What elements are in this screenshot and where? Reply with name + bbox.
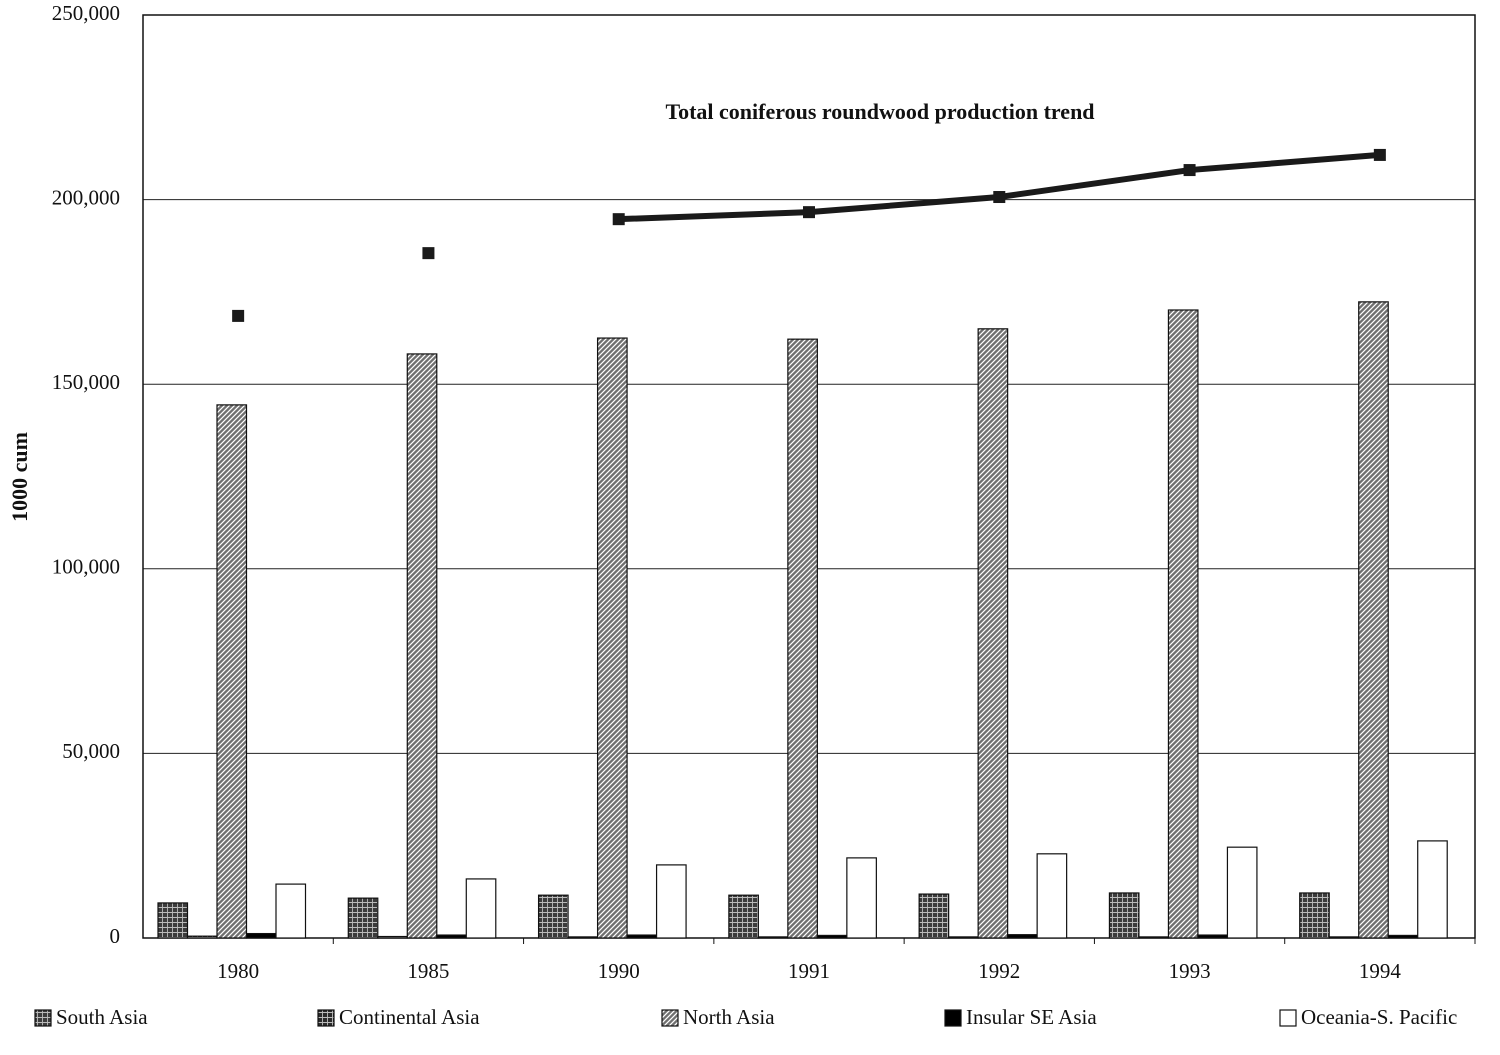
bar	[1167, 309, 1199, 939]
y-tick-label: 0	[110, 924, 121, 948]
bar	[1007, 934, 1038, 939]
bar	[186, 935, 218, 939]
x-tick-label: 1980	[217, 959, 259, 983]
bar	[245, 932, 277, 939]
trend-annotation: Total coniferous roundwood production tr…	[665, 99, 1094, 124]
y-tick-label: 200,000	[52, 185, 120, 209]
bar	[596, 337, 628, 939]
x-tick-label: 1994	[1359, 959, 1402, 983]
bar	[567, 936, 599, 939]
bar	[1138, 936, 1170, 939]
bar	[465, 878, 497, 939]
bar	[1197, 934, 1229, 939]
legend-swatch	[34, 1009, 52, 1027]
x-tick-label: 1993	[1169, 959, 1211, 983]
trend-marker	[232, 309, 245, 322]
x-tick-label: 1985	[407, 959, 449, 983]
bar	[377, 935, 408, 939]
x-tick-label: 1991	[788, 959, 830, 983]
bar	[655, 864, 687, 939]
bar	[846, 857, 877, 939]
bar	[436, 934, 467, 939]
bar	[1226, 846, 1258, 939]
bar	[1417, 840, 1448, 939]
trend-marker	[422, 247, 435, 260]
bar	[977, 328, 1009, 939]
bar	[626, 934, 658, 939]
legend-swatch	[317, 1009, 335, 1027]
bar	[948, 936, 979, 939]
x-tick-label: 1990	[598, 959, 640, 983]
trend-line	[618, 151, 1381, 223]
bar	[1328, 936, 1360, 939]
bar	[1387, 934, 1419, 939]
trend-marker	[993, 191, 1006, 204]
bar	[1036, 853, 1068, 939]
y-tick-label: 100,000	[52, 555, 120, 579]
y-axis-label: 1000 cum	[7, 432, 32, 522]
bar	[1108, 892, 1140, 939]
bar	[1299, 892, 1330, 939]
legend-label: Insular SE Asia	[966, 1005, 1097, 1029]
legend-swatch	[661, 1009, 679, 1027]
y-tick-label: 250,000	[52, 1, 120, 25]
trend-marker	[1373, 148, 1386, 161]
bar	[406, 353, 438, 939]
bar	[757, 936, 789, 939]
bar	[728, 894, 759, 939]
bar	[816, 934, 848, 939]
bar	[1358, 301, 1389, 939]
legend-swatch	[944, 1009, 962, 1027]
trend-marker	[1183, 164, 1196, 177]
bar	[275, 883, 307, 939]
bar	[157, 902, 189, 939]
bar	[216, 404, 248, 939]
trend-marker	[612, 213, 625, 226]
bar	[787, 338, 818, 939]
bar	[918, 893, 950, 939]
legend-label: North Asia	[683, 1005, 775, 1029]
bar	[537, 894, 569, 939]
legend-swatch	[1279, 1009, 1297, 1027]
bar	[347, 897, 379, 939]
y-tick-label: 50,000	[62, 739, 120, 763]
y-tick-label: 150,000	[52, 370, 120, 394]
legend-label: Continental Asia	[339, 1005, 480, 1029]
legend-label: Oceania-S. Pacific	[1301, 1005, 1457, 1029]
trend-marker	[803, 206, 815, 219]
legend-label: South Asia	[56, 1005, 148, 1029]
x-tick-label: 1992	[978, 959, 1020, 983]
